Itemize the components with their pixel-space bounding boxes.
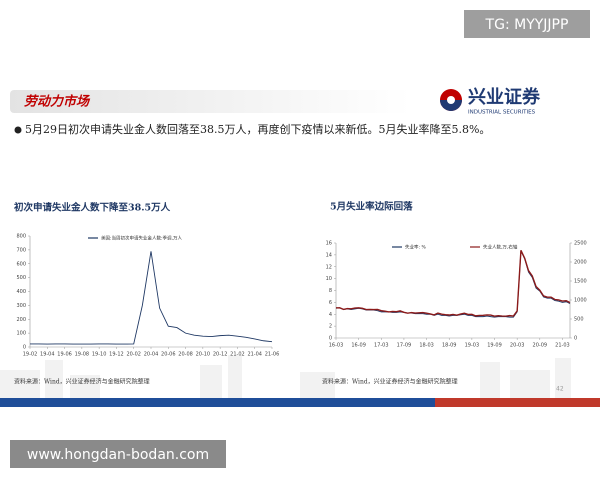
legend-label: 失业率: % [405, 244, 426, 251]
header-bar [10, 90, 410, 113]
x-tick-label: 21-06 [265, 352, 280, 358]
watermark-top: TG: MYYJJPP [485, 17, 569, 33]
y-tick-label: 100 [16, 331, 26, 337]
watermark-box [10, 440, 226, 468]
y-tick-label: 800 [16, 234, 26, 240]
y-tick-label: 2 [329, 324, 332, 330]
watermark-bottom: www.hongdan-bodan.com [27, 447, 209, 463]
y-tick-label: 0 [329, 336, 332, 342]
y-tick-label: 16 [326, 241, 332, 247]
x-tick-label: 19-08 [75, 352, 90, 358]
x-tick-label: 18-09 [442, 343, 457, 349]
y-tick-label: 6 [329, 300, 332, 306]
y-tick-label: 600 [16, 261, 26, 267]
y-tick-label: 300 [16, 303, 26, 309]
x-tick-label: 17-03 [374, 343, 389, 349]
bullet-text: 5月29日初次申请失业金人数回落至38.5万人，再度创下疫情以来新低。5月失业率… [25, 122, 490, 136]
charts: 初次申请失业金人数下降至38.5万人资料来源：Wind，兴业证券经济与金融研究院… [14, 201, 587, 386]
x-tick-label: 21-02 [230, 352, 245, 358]
x-tick-label: 20-10 [196, 352, 211, 358]
y-tick-label: 400 [16, 289, 26, 295]
logo-sub: INDUSTRIAL SECURITIES [468, 110, 536, 116]
skyline [0, 355, 571, 398]
page-number: 42 [556, 386, 564, 393]
chart-source: 资料来源：Wind，兴业证券经济与金融研究院整理 [14, 378, 150, 386]
chart-title: 初次申请失业金人数下降至38.5万人 [14, 202, 171, 214]
y-tick-label: 0 [23, 345, 26, 351]
logo-name: 兴业证券 [468, 86, 541, 108]
y-tick-label: 4 [329, 312, 332, 318]
bullet-dot [14, 126, 22, 134]
y-tick-label: 10 [326, 276, 332, 282]
footer-bar-red [435, 398, 600, 407]
chart-source: 资料来源：Wind，兴业证券经济与金融研究院整理 [322, 378, 458, 386]
x-tick-label: 19-02 [23, 352, 38, 358]
y2-tick-label: 1000 [574, 298, 587, 304]
footer-bar-blue [0, 398, 435, 407]
x-tick-label: 19-06 [57, 352, 72, 358]
x-tick-label: 20-09 [533, 343, 548, 349]
x-tick-label: 16-09 [351, 343, 366, 349]
legend-label: 失业人数,万,右轴 [483, 244, 518, 251]
chart-title: 5月失业率边际回落 [330, 201, 413, 213]
logo-icon [440, 89, 462, 111]
y2-tick-label: 500 [574, 317, 584, 323]
y2-tick-label: 1500 [574, 279, 587, 285]
y-tick-label: 12 [326, 264, 332, 270]
x-tick-label: 21-03 [555, 343, 570, 349]
x-tick-label: 20-06 [161, 352, 176, 358]
y-tick-label: 200 [16, 317, 26, 323]
x-tick-label: 18-03 [419, 343, 434, 349]
x-tick-label: 20-04 [144, 352, 159, 358]
x-tick-label: 20-08 [178, 352, 193, 358]
x-tick-label: 20-03 [510, 343, 525, 349]
y-tick-label: 8 [329, 288, 332, 294]
x-tick-label: 19-10 [92, 352, 107, 358]
x-tick-label: 19-04 [40, 352, 55, 358]
x-tick-label: 20-12 [213, 352, 228, 358]
x-tick-label: 19-09 [487, 343, 502, 349]
y-tick-label: 14 [326, 252, 332, 258]
watermark-box [464, 10, 590, 38]
x-tick-label: 21-04 [247, 352, 262, 358]
y2-tick-label: 2500 [574, 241, 587, 247]
y2-tick-label: 2000 [574, 260, 587, 266]
x-tick-label: 16-03 [329, 343, 344, 349]
x-tick-label: 19-12 [109, 352, 124, 358]
y2-tick-label: 0 [574, 336, 577, 342]
x-tick-label: 17-09 [397, 343, 412, 349]
header-title: 劳动力市场 [24, 94, 91, 110]
x-tick-label: 20-02 [126, 352, 141, 358]
legend-label: 美国:当周初次申请失业金人数:季调,万人 [101, 235, 182, 242]
x-tick-label: 19-03 [465, 343, 480, 349]
y-tick-label: 500 [16, 275, 26, 281]
series-line [30, 251, 273, 345]
series-line [335, 250, 571, 318]
series-line [335, 250, 571, 317]
y-tick-label: 700 [16, 247, 26, 253]
